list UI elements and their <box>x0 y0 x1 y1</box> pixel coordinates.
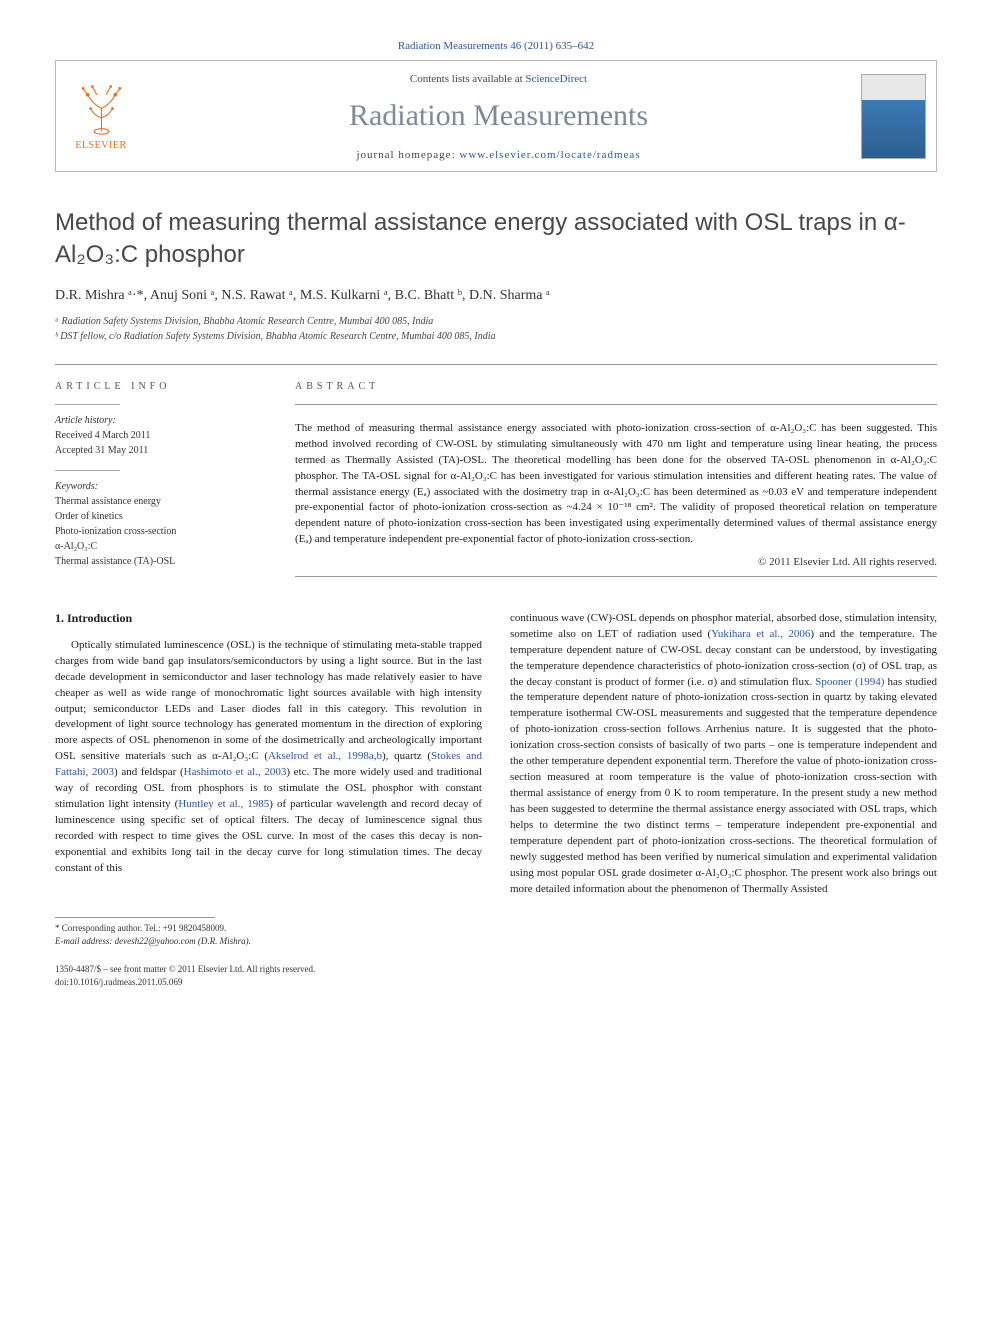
ref-link[interactable]: Hashimoto et al., 2003 <box>184 766 287 778</box>
keyword: Thermal assistance energy <box>55 494 265 509</box>
keywords-label: Keywords: <box>55 481 265 492</box>
abstract-heading: ABSTRACT <box>295 381 937 392</box>
body-text-span: has studied the temperature dependent na… <box>510 676 937 895</box>
body-columns: 1. Introduction Optically stimulated lum… <box>55 611 937 990</box>
ref-link[interactable]: Akselrod et al., 1998a,b <box>268 750 382 762</box>
journal-title: Radiation Measurements <box>156 99 841 133</box>
citation-line: Radiation Measurements 46 (2011) 635–642 <box>55 40 937 52</box>
ref-link[interactable]: Spooner (1994) <box>815 676 884 688</box>
body-text-span: ), quartz ( <box>382 750 431 762</box>
corresponding-author: * Corresponding author. Tel.: +91 982045… <box>55 922 482 936</box>
doi-line: doi:10.1016/j.radmeas.2011.05.069 <box>55 976 315 990</box>
body-paragraph: continuous wave (CW)-OSL depends on phos… <box>510 611 937 898</box>
keyword: Order of kinetics <box>55 509 265 524</box>
issn-line: 1350-4487/$ – see front matter © 2011 El… <box>55 963 315 977</box>
journal-header: ELSEVIER Contents lists available at Sci… <box>55 60 937 172</box>
body-column-right: continuous wave (CW)-OSL depends on phos… <box>510 611 937 990</box>
section-heading-intro: 1. Introduction <box>55 611 482 626</box>
abstract-text: The method of measuring thermal assistan… <box>295 421 937 549</box>
ref-link[interactable]: Huntley et al., 1985 <box>178 798 269 810</box>
sciencedirect-link[interactable]: ScienceDirect <box>525 73 587 85</box>
keywords-list: Thermal assistance energy Order of kinet… <box>55 494 265 569</box>
history-label: Article history: <box>55 415 265 426</box>
email-line: E-mail address: devesh22@yahoo.com (D.R.… <box>55 935 482 949</box>
divider <box>55 364 937 365</box>
elsevier-tree-icon <box>74 81 129 136</box>
divider <box>295 404 937 405</box>
body-text-span: Optically stimulated luminescence (OSL) … <box>55 639 482 763</box>
copyright-line: © 2011 Elsevier Ltd. All rights reserved… <box>295 556 937 568</box>
homepage-link[interactable]: www.elsevier.com/locate/radmeas <box>459 149 640 161</box>
keyword: Thermal assistance (TA)-OSL <box>55 554 265 569</box>
contents-prefix: Contents lists available at <box>410 73 525 85</box>
homepage-line: journal homepage: www.elsevier.com/locat… <box>156 149 841 161</box>
publisher-logo: ELSEVIER <box>56 61 146 171</box>
article-info-column: ARTICLE INFO Article history: Received 4… <box>55 381 265 581</box>
ref-link[interactable]: Yukihara et al., 2006 <box>711 628 810 640</box>
keyword: α-Al₂O₃:C <box>55 539 265 554</box>
contents-available-line: Contents lists available at ScienceDirec… <box>156 73 841 85</box>
history-dates: Received 4 March 2011 Accepted 31 May 20… <box>55 428 265 458</box>
page-footer: * Corresponding author. Tel.: +91 982045… <box>55 917 482 990</box>
accepted-date: Accepted 31 May 2011 <box>55 443 265 458</box>
publisher-name: ELSEVIER <box>75 140 126 151</box>
affiliation-a: ᵃ Radiation Safety Systems Division, Bha… <box>55 314 937 329</box>
article-info-heading: ARTICLE INFO <box>55 381 265 392</box>
journal-cover <box>851 61 936 171</box>
keyword: Photo-ionization cross-section <box>55 524 265 539</box>
homepage-prefix: journal homepage: <box>356 149 459 161</box>
article-title: Method of measuring thermal assistance e… <box>55 207 937 272</box>
author-list: D.R. Mishra ᵃ·*, Anuj Soni ᵃ, N.S. Rawat… <box>55 288 937 304</box>
affiliation-b: ᵇ DST fellow, c/o Radiation Safety Syste… <box>55 329 937 344</box>
body-paragraph: Optically stimulated luminescence (OSL) … <box>55 638 482 877</box>
abstract-column: ABSTRACT The method of measuring thermal… <box>295 381 937 581</box>
body-text-span: ) and feldspar ( <box>114 766 184 778</box>
body-column-left: 1. Introduction Optically stimulated lum… <box>55 611 482 990</box>
divider <box>295 576 937 577</box>
affiliations: ᵃ Radiation Safety Systems Division, Bha… <box>55 314 937 344</box>
cover-thumbnail <box>861 74 926 159</box>
footer-divider <box>55 917 215 918</box>
received-date: Received 4 March 2011 <box>55 428 265 443</box>
divider-short <box>55 404 120 405</box>
divider-short <box>55 470 120 471</box>
